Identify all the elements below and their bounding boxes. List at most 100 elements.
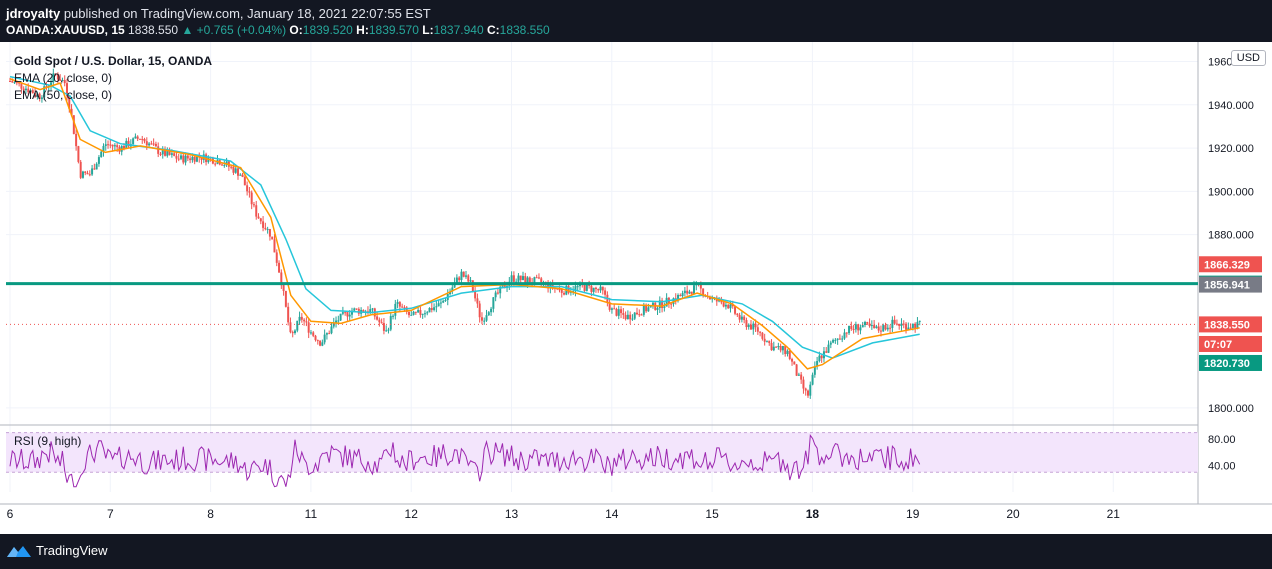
candle-body <box>474 291 477 299</box>
candle-body <box>362 309 365 313</box>
chart-panel[interactable]: 1960.0001940.0001920.0001900.0001880.000… <box>0 42 1272 534</box>
candle-body <box>861 325 864 328</box>
candle-body <box>492 297 495 309</box>
candle-body <box>369 309 372 313</box>
candle-body <box>435 306 438 308</box>
rsi-tick-label: 80.00 <box>1208 434 1236 446</box>
chart-header: jdroyalty published on TradingView.com, … <box>0 0 1272 42</box>
candle-body <box>465 275 468 277</box>
candle-body <box>485 315 488 321</box>
candle-body <box>81 171 84 178</box>
candle-body <box>622 313 625 315</box>
high-label: H: <box>356 23 369 37</box>
candle-body <box>380 322 383 324</box>
candle-body <box>72 115 75 134</box>
ema50-legend[interactable]: EMA (50, close, 0) <box>14 88 113 102</box>
candle-body <box>843 332 846 339</box>
candle-body <box>765 340 768 342</box>
candle-body <box>241 174 244 177</box>
change-arrow-icon: ▲ <box>181 23 194 37</box>
candle-body <box>736 313 739 315</box>
candle-body <box>804 388 807 391</box>
candle-body <box>754 323 757 328</box>
candle-body <box>845 332 848 334</box>
price-tick-label: 1800.000 <box>1208 403 1254 415</box>
candle-body <box>410 314 413 316</box>
candle-body <box>487 312 490 316</box>
candle-body <box>613 308 616 310</box>
candle-body <box>396 302 399 304</box>
candle-body <box>378 319 381 323</box>
candle-body <box>601 286 604 291</box>
candle-body <box>615 308 618 316</box>
candle-body <box>166 150 169 156</box>
candle-body <box>325 333 328 335</box>
candle-body <box>905 323 908 330</box>
candle-body <box>296 320 299 331</box>
candle-body <box>631 318 634 320</box>
candle-body <box>583 285 586 291</box>
candle-body <box>200 157 203 160</box>
candle-body <box>793 361 796 365</box>
candle-body <box>234 168 237 173</box>
candle-body <box>31 90 34 94</box>
candle-body <box>275 252 278 263</box>
open-value: 1839.520 <box>302 23 353 37</box>
candle-body <box>20 83 23 89</box>
candle-body <box>56 74 59 80</box>
candle-body <box>784 346 787 355</box>
candle-body <box>567 285 570 293</box>
rsi-band <box>6 432 1198 473</box>
price-chart[interactable]: 1960.0001940.0001920.0001900.0001880.000… <box>0 42 1272 534</box>
candle-body <box>624 314 627 320</box>
candle-body <box>278 262 281 273</box>
candle-body <box>287 306 290 323</box>
candle-body <box>86 172 89 175</box>
candle-body <box>786 350 789 355</box>
candle-body <box>882 325 885 332</box>
candle-body <box>143 139 146 142</box>
candle-body <box>788 350 791 359</box>
candle-body <box>563 292 566 295</box>
candle-body <box>63 80 66 84</box>
price-axis-badge <box>1199 256 1262 273</box>
candle-body <box>309 332 312 334</box>
candle-body <box>392 315 395 317</box>
candle-body <box>223 165 226 167</box>
price-axis-badge <box>1199 354 1262 371</box>
candle-body <box>271 236 274 240</box>
candle-body <box>132 138 135 145</box>
candle-body <box>638 314 641 316</box>
candle-body <box>61 80 64 82</box>
tradingview-brand[interactable]: TradingView <box>6 543 108 558</box>
candle-body <box>608 302 611 310</box>
candle-body <box>665 297 668 307</box>
candle-body <box>743 316 746 321</box>
candle-body <box>870 325 873 327</box>
ema20-legend[interactable]: EMA (20, close, 0) <box>14 71 113 85</box>
rsi-legend[interactable]: RSI (9, high) <box>14 434 82 448</box>
candle-body <box>335 320 338 323</box>
candle-body <box>829 342 832 345</box>
candle-body <box>15 82 18 84</box>
time-tick-label: 15 <box>705 507 719 521</box>
published-text: published on TradingView.com, January 18… <box>63 6 431 21</box>
currency-button[interactable]: USD <box>1230 50 1266 66</box>
candle-body <box>832 339 835 343</box>
candle-body <box>264 227 267 230</box>
candle-body <box>620 309 623 314</box>
candle-body <box>811 374 814 385</box>
candle-body <box>382 323 385 331</box>
candle-body <box>344 312 347 314</box>
candle-body <box>316 340 319 342</box>
candle-body <box>891 319 894 328</box>
candle-body <box>102 145 105 152</box>
candle-body <box>330 326 333 334</box>
price-axis-badge <box>1199 316 1262 333</box>
candle-body <box>97 157 100 164</box>
candle-body <box>252 204 255 206</box>
author-name[interactable]: jdroyalty <box>6 6 61 21</box>
candle-body <box>321 342 324 346</box>
publication-info: jdroyalty published on TradingView.com, … <box>6 6 431 21</box>
candle-body <box>807 390 810 396</box>
